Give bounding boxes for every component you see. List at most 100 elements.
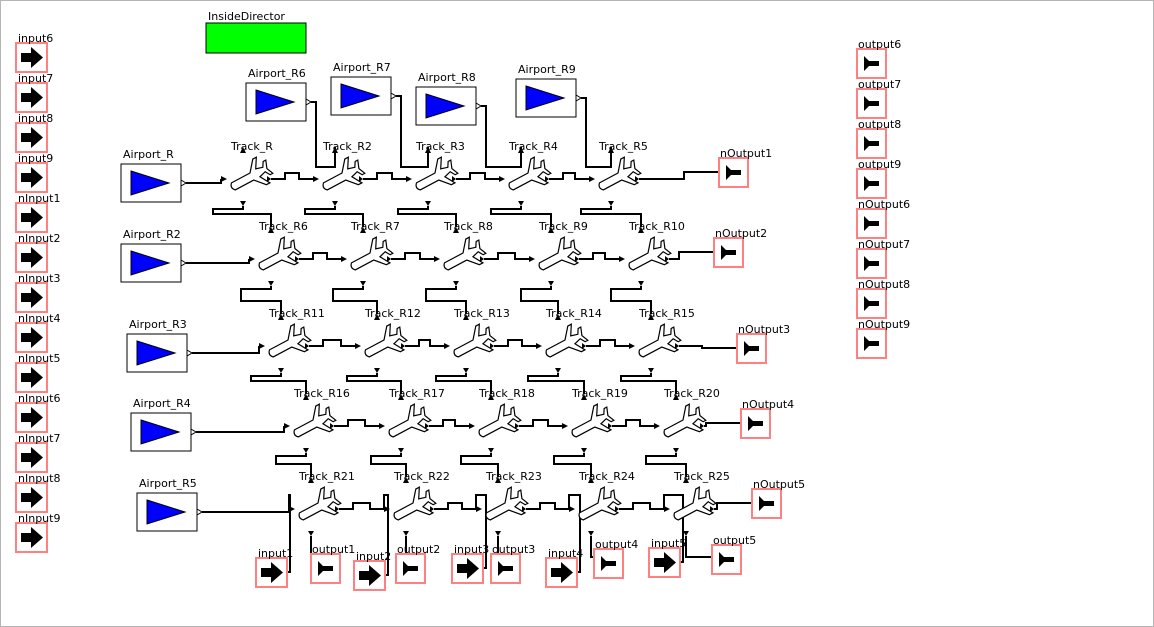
left-port-nInput9[interactable]: nInput9 [15, 512, 60, 553]
airplane-icon [673, 486, 717, 521]
output-port-icon [608, 423, 612, 429]
track-Track_R6[interactable]: Track_R6 [249, 220, 308, 286]
port-nOutput3[interactable]: nOutput3 [736, 323, 790, 364]
track-Track_R12[interactable]: Track_R12 [355, 307, 421, 373]
track-Track_R15[interactable]: Track_R15 [629, 307, 695, 373]
right-port-nOutput7[interactable]: nOutput7 [856, 238, 910, 279]
track-Track_R8[interactable]: Track_R8 [434, 220, 493, 286]
port-nOutput4[interactable]: nOutput4 [740, 398, 794, 439]
input-port-icon [495, 477, 501, 483]
output-port-icon [726, 165, 741, 180]
track-Track_R16[interactable]: Track_R16 [284, 387, 350, 453]
track-Track_R21[interactable]: Track_R21 [289, 470, 355, 536]
track-Track_R10[interactable]: Track_R10 [619, 220, 685, 286]
port-input5[interactable]: input5 [648, 537, 686, 578]
track-Track_R24-label: Track_R24 [578, 470, 635, 483]
port-nOutput1[interactable]: nOutput1 [718, 147, 772, 188]
output-port-icon [555, 368, 561, 373]
airport-Airport_R2[interactable]: Airport_R2 [120, 228, 187, 283]
airport-Airport_R[interactable]: Airport_R [120, 148, 187, 203]
airport-Airport_R5[interactable]: Airport_R5 [136, 477, 203, 532]
airport-Airport_R7[interactable]: Airport_R7 [330, 61, 397, 116]
track-Track_R23[interactable]: Track_R23 [476, 470, 542, 536]
output-port-icon [453, 281, 459, 286]
track-Track_R19[interactable]: Track_R19 [562, 387, 628, 453]
track-link [363, 172, 406, 180]
port-highlight-box [856, 248, 887, 279]
port-output3[interactable]: output3 [490, 543, 535, 584]
track-Track_R4[interactable]: Track_R4 [499, 140, 558, 206]
left-port-nInput1[interactable]: nInput1 [15, 192, 60, 233]
track-Track_R7[interactable]: Track_R7 [341, 220, 400, 286]
left-port-nInput6[interactable]: nInput6 [15, 392, 60, 433]
output-port-icon [475, 102, 482, 110]
input-port-icon [259, 343, 265, 349]
output-port-icon [548, 281, 554, 286]
left-port-nInput7[interactable]: nInput7 [15, 432, 60, 473]
left-port-nInput3[interactable]: nInput3 [15, 272, 60, 313]
airport-Airport_R3[interactable]: Airport_R3 [126, 318, 193, 373]
left-port-nInput4[interactable]: nInput4 [15, 312, 60, 353]
input-port-icon [555, 314, 561, 320]
left-port-nInput2[interactable]: nInput2 [15, 232, 60, 273]
airport-Airport_R6[interactable]: Airport_R6 [245, 67, 312, 122]
right-port-output9[interactable]: output9 [856, 158, 901, 199]
output-port-icon [638, 281, 644, 286]
port-nOutput5[interactable]: nOutput5 [751, 478, 805, 519]
left-port-nInput8[interactable]: nInput8 [15, 472, 60, 513]
port-input1[interactable]: input1 [255, 547, 293, 588]
left-port-nInput9-label: nInput9 [18, 512, 60, 525]
output-port-icon [864, 336, 879, 351]
track-Track_R25[interactable]: Track_R25 [664, 470, 730, 536]
output-port-icon [700, 423, 704, 429]
output-port-icon [488, 448, 494, 453]
airport-Airport_R4[interactable]: Airport_R4 [130, 397, 197, 452]
airport-Airport_R8[interactable]: Airport_R8 [415, 71, 482, 126]
track-Track_R13[interactable]: Track_R13 [444, 307, 510, 373]
port-output5[interactable]: output5 [711, 534, 756, 575]
track-Track_R14[interactable]: Track_R14 [536, 307, 602, 373]
output-port-icon [390, 92, 397, 100]
port-output4[interactable]: output4 [593, 538, 638, 579]
right-port-nOutput8[interactable]: nOutput8 [856, 278, 910, 319]
port-input4[interactable]: input4 [545, 547, 583, 588]
left-port-input8[interactable]: input8 [15, 112, 53, 153]
track-Track_R22[interactable]: Track_R22 [384, 470, 450, 536]
port-output1[interactable]: output1 [310, 543, 355, 584]
right-port-output6[interactable]: output6 [856, 38, 901, 79]
right-port-nOutput9[interactable]: nOutput9 [856, 318, 910, 359]
airport-Airport_R9[interactable]: Airport_R9 [515, 63, 582, 118]
left-port-nInput5[interactable]: nInput5 [15, 352, 60, 393]
right-port-output8[interactable]: output8 [856, 118, 901, 159]
port-input3[interactable]: input3 [451, 543, 489, 584]
airport-Airport_R5-label: Airport_R5 [139, 477, 197, 490]
input-port-icon [332, 147, 338, 153]
port-input2[interactable]: input2 [353, 550, 391, 591]
track-Track_R5[interactable]: Track_R5 [589, 140, 648, 206]
port-nOutput2[interactable]: nOutput2 [713, 227, 767, 268]
track-Track_R18[interactable]: Track_R18 [469, 387, 535, 453]
inside-director[interactable]: InsideDirector [205, 10, 307, 54]
track-Track_R20[interactable]: Track_R20 [654, 387, 720, 453]
track-Track_R5-label: Track_R5 [598, 140, 648, 153]
track-link [391, 252, 434, 260]
output-port-icon [180, 259, 187, 267]
track-Track_R3[interactable]: Track_R3 [406, 140, 465, 206]
right-port-nOutput6[interactable]: nOutput6 [856, 198, 910, 239]
left-port-input6[interactable]: input6 [15, 32, 53, 73]
airplane-icon [364, 323, 408, 358]
track-Track_R11[interactable]: Track_R11 [259, 307, 325, 373]
airplane-icon [298, 486, 342, 521]
track-Track_R2[interactable]: Track_R2 [313, 140, 372, 206]
track-Track_R17[interactable]: Track_R17 [379, 387, 445, 453]
track-Track_R9[interactable]: Track_R9 [529, 220, 588, 286]
track-Track_R24[interactable]: Track_R24 [569, 470, 635, 536]
left-port-input9[interactable]: input9 [15, 152, 53, 193]
right-port-output7[interactable]: output7 [856, 78, 901, 119]
input-port-icon [284, 423, 290, 429]
port-output2[interactable]: output2 [395, 543, 440, 584]
airplane-icon [663, 403, 707, 438]
track-Track_R[interactable]: Track_R [221, 140, 276, 206]
left-port-input7[interactable]: input7 [15, 72, 53, 113]
